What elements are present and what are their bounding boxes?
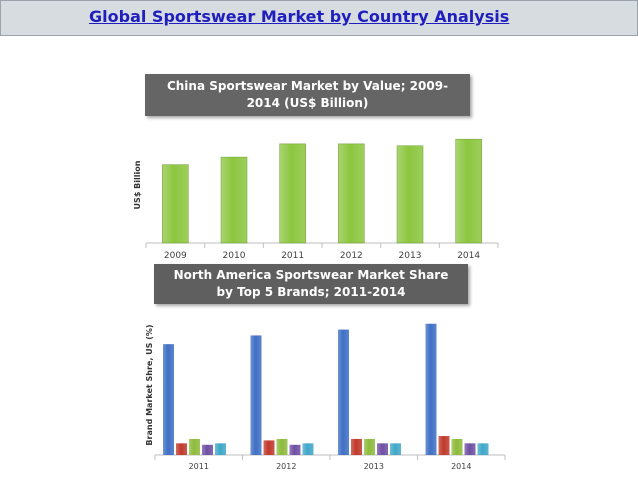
bar-2010 [220, 156, 248, 244]
page-title: Global Sportswear Market by Country Anal… [89, 7, 510, 26]
bar-series5-2014 [477, 443, 489, 455]
x-tick-label: 2010 [223, 251, 246, 261]
bar-series2-2014 [438, 436, 450, 455]
x-tick-label: 2012 [340, 251, 363, 261]
bar-series1-2011 [163, 344, 174, 455]
y-axis-label: US$ Billion [133, 160, 142, 209]
bar-2013 [396, 145, 424, 244]
bar-series2-2013 [351, 438, 362, 455]
bar-series3-2011 [189, 438, 200, 455]
x-tick-label: 2012 [276, 462, 296, 471]
chart1-title: China Sportswear Market by Value; 2009-2… [145, 74, 470, 116]
bar-series3-2012 [276, 438, 288, 455]
bar-series4-2011 [202, 444, 213, 455]
bar-series5-2013 [390, 443, 401, 455]
bar-series1-2014 [425, 323, 437, 455]
x-tick-label: 2014 [451, 462, 471, 471]
x-tick-label: 2013 [364, 462, 384, 471]
x-tick-label: 2013 [399, 251, 422, 261]
x-tick-label: 2009 [164, 251, 187, 261]
y-axis-label: Brand Market Shre, US (%) [145, 324, 154, 445]
bar-series5-2011 [215, 443, 226, 455]
bar-series4-2013 [377, 443, 388, 455]
bar-series5-2012 [302, 443, 314, 455]
bar-2011 [279, 143, 306, 244]
bar-2014 [455, 138, 482, 244]
bar-series3-2014 [451, 438, 463, 455]
x-tick-label: 2011 [281, 251, 304, 261]
bar-series2-2012 [263, 440, 275, 455]
bar-series2-2011 [176, 443, 187, 455]
bar-2009 [162, 164, 189, 244]
bar-series4-2012 [289, 444, 301, 455]
bar-series4-2014 [464, 443, 476, 455]
chart2-title: North America Sportswear Market Share by… [154, 264, 468, 304]
bar-series1-2013 [338, 329, 349, 455]
x-tick-label: 2014 [457, 251, 480, 261]
x-tick-label: 2011 [189, 462, 209, 471]
bar-2012 [338, 143, 365, 244]
bar-series1-2012 [250, 335, 262, 455]
header-bar: Global Sportswear Market by Country Anal… [0, 0, 638, 36]
bar-series3-2013 [364, 438, 375, 455]
